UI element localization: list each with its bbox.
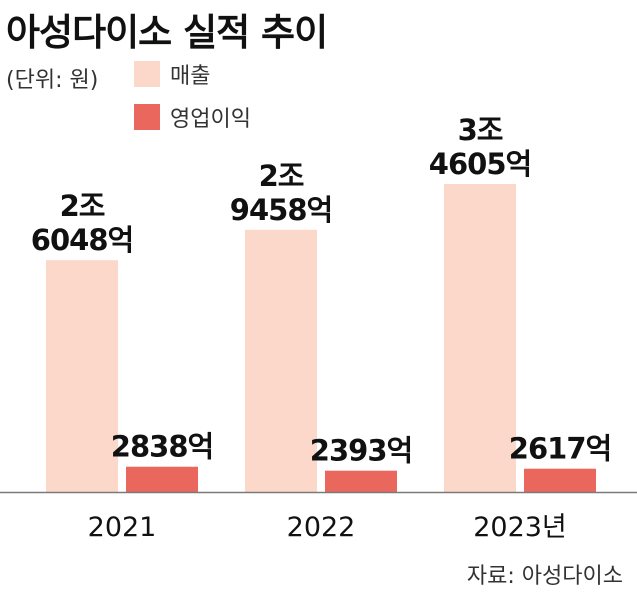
- data-label-operating-profit-1-line1: 2838억: [111, 430, 213, 464]
- category-label-1: 2021: [88, 512, 157, 543]
- bar-operating-profit-1: [126, 466, 198, 492]
- legend-swatch-operating-profit: [134, 104, 160, 130]
- bar-revenue-2: [245, 229, 317, 492]
- data-label-revenue-3-line1: 3조: [458, 113, 503, 147]
- data-label-revenue-1-line2: 6048억: [31, 223, 133, 257]
- category-label-2: 2022: [287, 512, 356, 543]
- bar-revenue-3: [444, 184, 516, 492]
- data-label-revenue-1-line1: 2조: [60, 189, 105, 223]
- chart-title: 아성다이소 실적 추이: [6, 11, 328, 54]
- legend-item-revenue: 매출: [134, 59, 210, 89]
- bar-operating-profit-2: [325, 470, 397, 492]
- data-label-operating-profit-2-line1: 2393억: [310, 434, 412, 468]
- data-label-revenue-2-line2: 9458억: [230, 193, 332, 227]
- source-note: 자료: 아성다이소: [466, 564, 623, 589]
- bar-revenue-1: [46, 260, 118, 492]
- legend-label-operating-profit: 영업이익: [170, 107, 251, 132]
- legend-item-operating-profit: 영업이익: [134, 102, 251, 132]
- category-label-3: 2023년: [473, 512, 567, 543]
- data-label-revenue-2-line1: 2조: [259, 159, 304, 193]
- data-label-operating-profit-3-line1: 2617억: [509, 432, 611, 466]
- legend-swatch-revenue: [134, 61, 160, 87]
- unit-label: (단위: 원): [6, 68, 99, 93]
- data-label-revenue-3-line2: 4605억: [429, 147, 531, 181]
- legend-label-revenue: 매출: [170, 64, 211, 89]
- bar-operating-profit-3: [524, 468, 596, 492]
